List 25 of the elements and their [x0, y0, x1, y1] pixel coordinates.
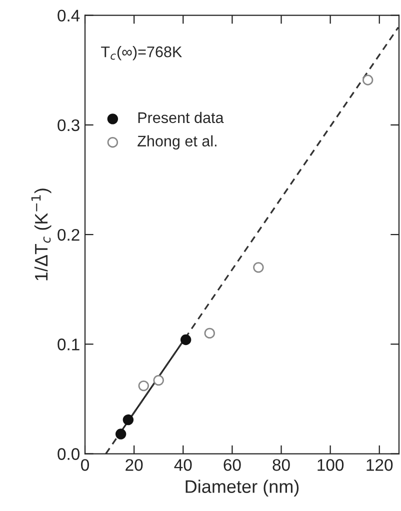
y-tick-label: 0.1: [58, 338, 80, 350]
y-axis-title: 1/ΔT$_{c}$ (K$^{−1}$): [31, 188, 52, 280]
point: [180, 334, 192, 346]
y-tick-label: 0.0: [58, 448, 80, 460]
x-tick-label: 80: [272, 459, 290, 471]
point: [204, 328, 215, 339]
y-tick-label: 0.3: [58, 119, 80, 132]
point: [115, 428, 126, 440]
legend-label: Zhong et al.: [138, 135, 216, 150]
x-tick-label: 0: [81, 459, 89, 471]
point: [122, 414, 134, 426]
x-tick-label: 60: [224, 459, 241, 471]
x-tick-label: 40: [174, 459, 192, 471]
point: [153, 374, 164, 386]
x-tick-label: 100: [318, 459, 344, 471]
x-tick-label: 120: [366, 459, 393, 471]
y-tick-label: 0.2: [58, 228, 80, 241]
point: [253, 262, 264, 273]
legend-label: Present data: [138, 112, 224, 124]
x-tick-label: 20: [126, 459, 143, 471]
y-tick-label: 0.4: [58, 10, 80, 22]
point: [138, 380, 149, 392]
x-axis-title: Diameter (nm): [186, 480, 299, 497]
annotation: T$_{c}$(∞)=768K: [101, 46, 182, 60]
point: [362, 74, 374, 86]
